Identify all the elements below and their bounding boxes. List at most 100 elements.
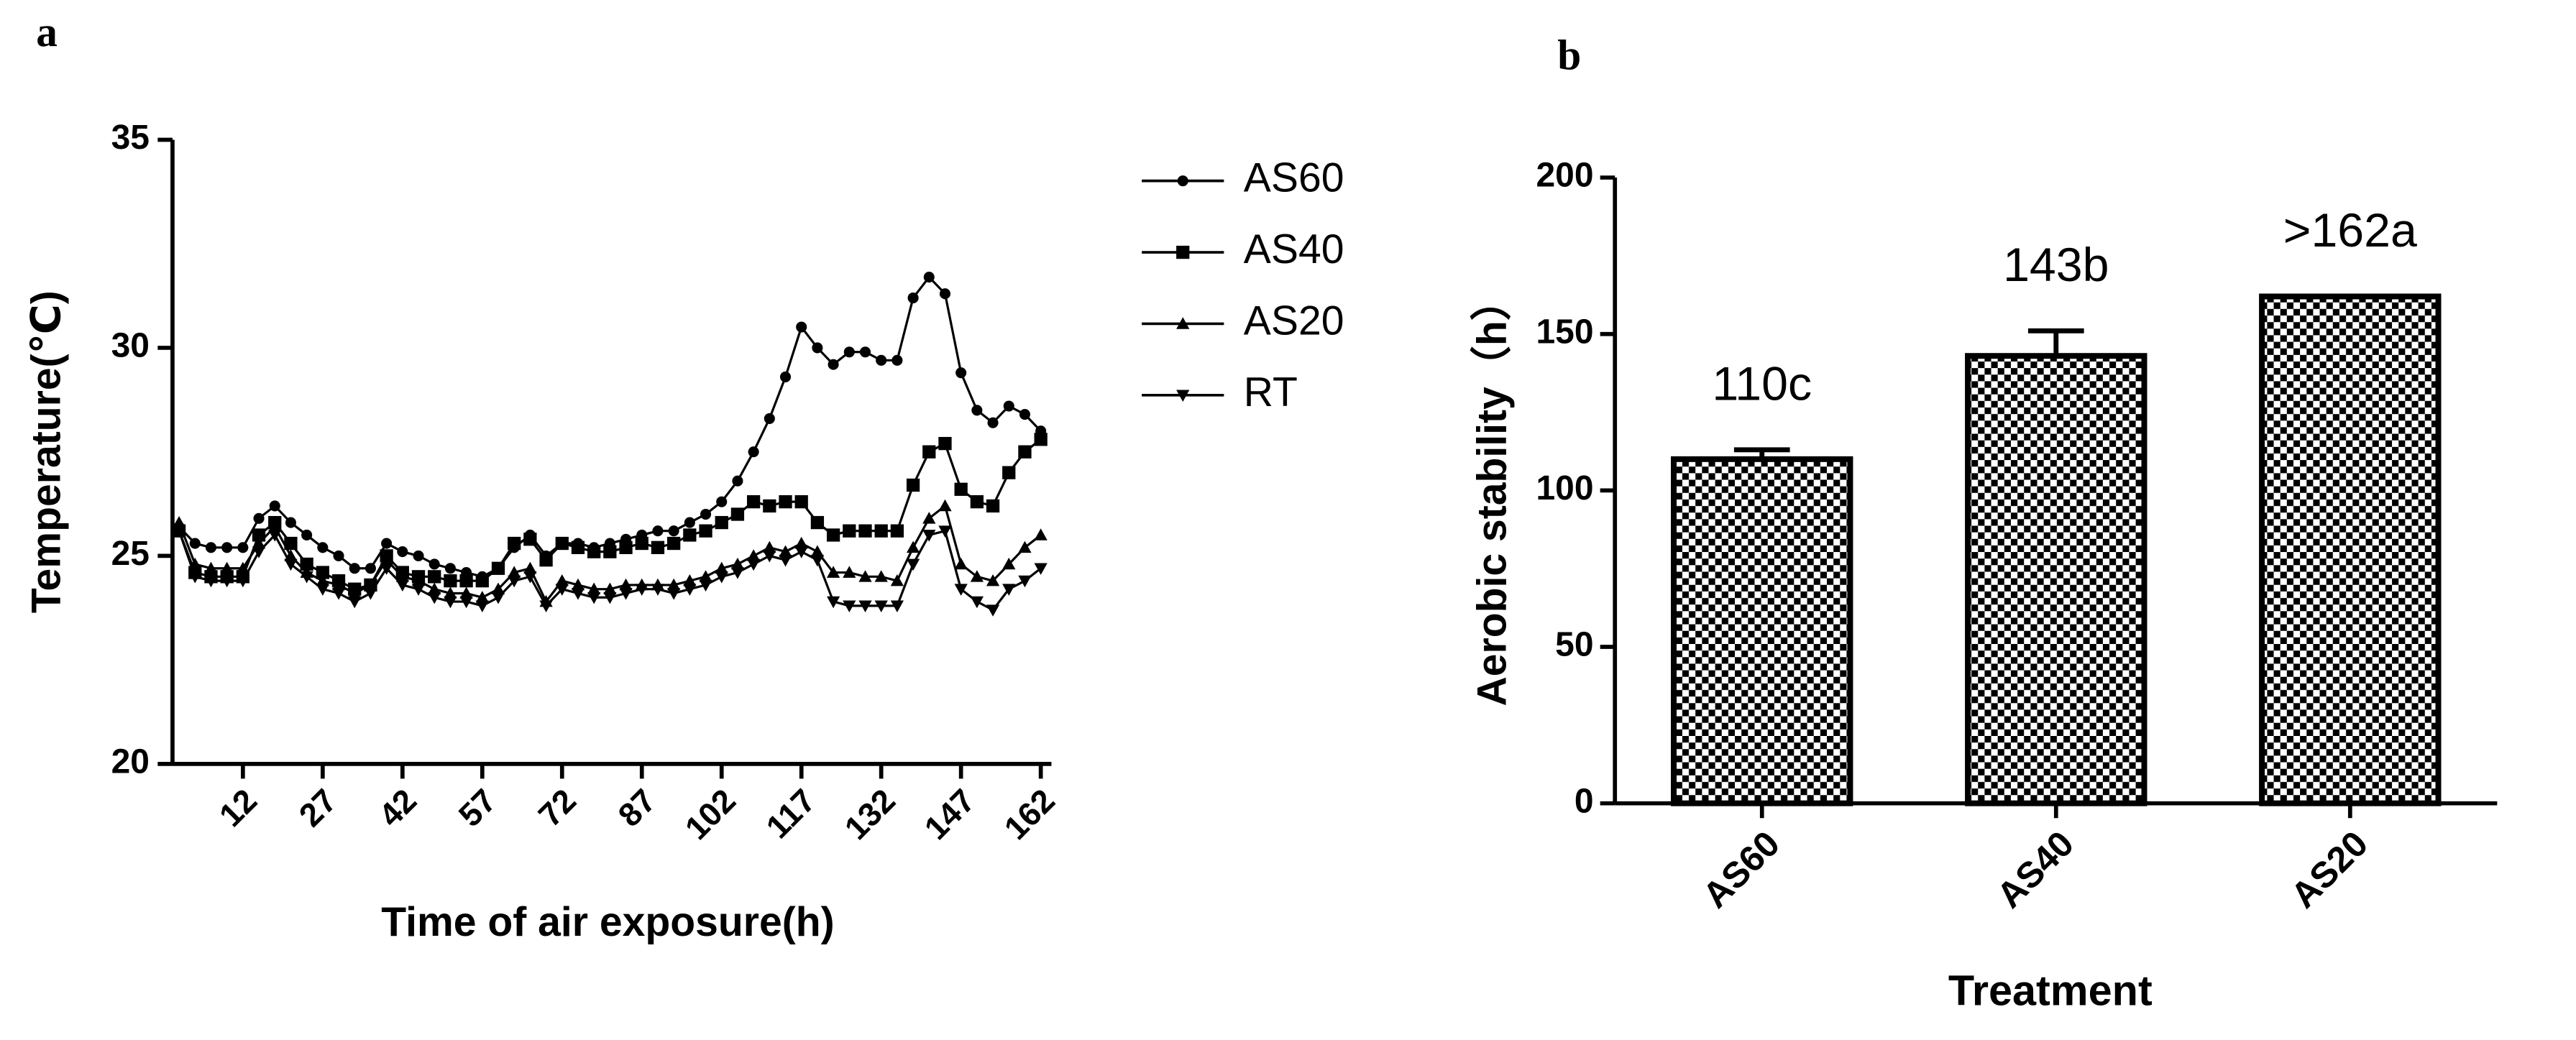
marker xyxy=(1176,245,1190,259)
x-tick-label: 117 xyxy=(759,782,822,845)
marker xyxy=(348,586,362,599)
marker xyxy=(603,545,617,558)
marker xyxy=(938,436,952,451)
marker xyxy=(413,550,424,561)
marker xyxy=(1034,563,1048,575)
value-label: >162a xyxy=(2283,204,2417,257)
marker xyxy=(508,536,521,551)
marker xyxy=(843,524,856,538)
marker xyxy=(508,566,521,578)
marker xyxy=(843,600,856,612)
marker xyxy=(411,574,426,586)
marker xyxy=(172,525,186,538)
marker xyxy=(746,494,761,509)
marker xyxy=(301,529,313,540)
x-tick-label: 42 xyxy=(372,782,423,834)
value-label: 143b xyxy=(2003,239,2109,292)
marker xyxy=(970,596,984,609)
marker xyxy=(252,546,266,558)
marker xyxy=(331,588,346,600)
marker xyxy=(779,371,792,383)
marker xyxy=(715,515,728,530)
marker xyxy=(730,507,745,521)
marker xyxy=(986,574,1000,586)
marker xyxy=(794,494,808,509)
marker xyxy=(874,524,888,538)
y-tick-label: 50 xyxy=(1555,626,1593,664)
marker xyxy=(970,494,984,509)
marker xyxy=(954,557,968,570)
marker xyxy=(587,582,601,595)
marker xyxy=(1003,400,1014,412)
marker xyxy=(395,570,409,582)
marker xyxy=(221,542,233,553)
marker xyxy=(922,512,936,524)
marker xyxy=(684,517,695,528)
marker xyxy=(859,346,871,358)
marker xyxy=(428,558,440,570)
marker xyxy=(812,342,823,354)
marker xyxy=(555,574,569,586)
marker xyxy=(955,367,967,379)
value-label: 110c xyxy=(1712,357,1812,410)
marker xyxy=(571,540,585,554)
legend-label: AS20 xyxy=(1244,298,1344,344)
marker xyxy=(826,596,840,609)
marker xyxy=(922,530,936,542)
marker xyxy=(938,525,952,538)
x-tick-label: 147 xyxy=(917,782,982,847)
marker xyxy=(700,508,712,520)
marker xyxy=(779,545,792,557)
y-tick-label: 30 xyxy=(111,327,150,365)
marker xyxy=(907,292,919,304)
marker xyxy=(539,553,553,567)
marker xyxy=(939,288,951,300)
marker xyxy=(922,445,936,459)
marker xyxy=(188,571,202,584)
marker xyxy=(699,579,712,592)
marker xyxy=(763,551,776,563)
marker xyxy=(1002,584,1016,596)
marker xyxy=(891,354,903,366)
marker xyxy=(764,413,775,424)
x-tick-label: AS20 xyxy=(2283,823,2375,916)
marker xyxy=(987,417,999,428)
marker xyxy=(523,533,537,546)
marker xyxy=(285,517,296,528)
marker xyxy=(539,600,553,612)
y-tick-label: 0 xyxy=(1575,782,1594,820)
marker xyxy=(890,600,904,612)
marker xyxy=(986,604,1000,617)
marker xyxy=(349,563,360,574)
marker xyxy=(826,528,840,542)
marker xyxy=(874,600,888,612)
marker xyxy=(683,584,697,596)
marker xyxy=(746,549,761,561)
marker xyxy=(828,359,839,370)
marker xyxy=(428,582,441,595)
marker xyxy=(459,574,473,588)
marker xyxy=(730,567,745,579)
marker xyxy=(954,482,968,496)
x-tick-label: 72 xyxy=(531,782,583,834)
marker xyxy=(1034,528,1048,540)
x-tick-label: 87 xyxy=(611,782,663,834)
marker xyxy=(395,579,409,592)
marker xyxy=(603,592,617,604)
marker xyxy=(269,500,280,512)
marker xyxy=(635,536,648,551)
marker xyxy=(1176,317,1190,329)
series xyxy=(173,271,1047,582)
bar xyxy=(2259,293,2442,806)
panel-label: b xyxy=(1557,31,1581,78)
marker xyxy=(204,561,218,574)
bar xyxy=(1965,353,2148,806)
marker xyxy=(444,596,457,609)
marker xyxy=(475,591,489,603)
y-tick-label: 35 xyxy=(111,119,150,157)
marker xyxy=(652,525,664,537)
marker xyxy=(268,530,282,542)
x-tick-label: 12 xyxy=(212,782,264,834)
marker xyxy=(876,354,887,366)
